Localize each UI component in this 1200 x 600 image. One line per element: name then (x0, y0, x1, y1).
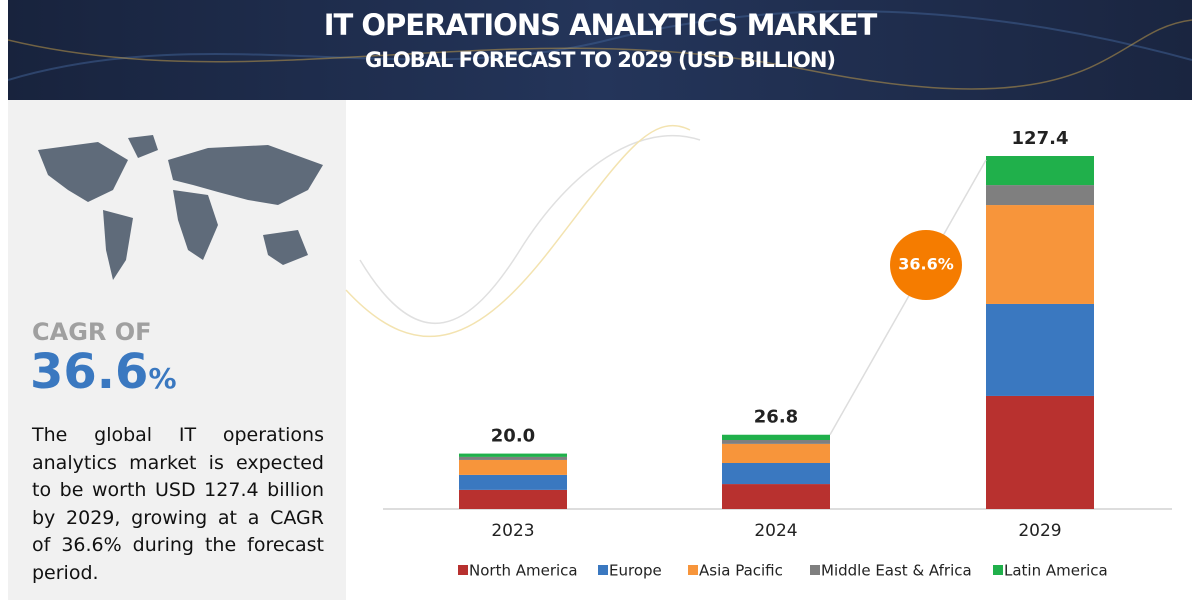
header: IT OPERATIONS ANALYTICS MARKET GLOBAL FO… (8, 0, 1192, 100)
decoration (345, 124, 691, 338)
subtitle: GLOBAL FORECAST TO 2029 (USD BILLION) (365, 48, 836, 72)
bar-segment (722, 443, 830, 464)
bar-segment (722, 434, 830, 441)
x-tick-label: 2024 (754, 521, 797, 541)
x-tick-label: 2023 (491, 521, 534, 541)
bar-segment (722, 440, 830, 444)
sidebar: CAGR OF 36.6% The global IT operations a… (8, 100, 346, 600)
bar-segment (722, 484, 830, 509)
bar-segment (986, 185, 1094, 206)
legend-label: North America (469, 562, 578, 580)
cagr-badge (890, 230, 962, 300)
bar-segment (986, 205, 1094, 304)
legend-label: Asia Pacific (699, 562, 783, 580)
bar-segment (459, 489, 567, 509)
x-tick-label: 2029 (1018, 521, 1061, 541)
total-label: 127.4 (1012, 128, 1069, 149)
cagr-annotation: 36.6% (898, 255, 954, 274)
header-decoration (8, 10, 1192, 90)
growth-arrow (829, 159, 987, 436)
bar-segment (459, 474, 567, 490)
title: IT OPERATIONS ANALYTICS MARKET (323, 8, 878, 42)
cagr-value: 36.6% (30, 344, 177, 400)
legend-label: Middle East & Africa (821, 562, 972, 580)
decoration (359, 134, 701, 324)
legend-swatch (688, 565, 698, 575)
bar-segment (986, 395, 1094, 509)
description: The global IT operations analytics marke… (32, 424, 324, 584)
cagr-unit: % (148, 362, 177, 395)
bar-segment (986, 156, 1094, 186)
bar-segment (459, 453, 567, 457)
bar-segment (722, 463, 830, 485)
legend-swatch (598, 565, 608, 575)
legend-swatch (458, 565, 468, 575)
cagr-number: 36.6 (30, 344, 149, 400)
total-label: 26.8 (754, 407, 798, 428)
legend-swatch (810, 565, 820, 575)
bar-segment (459, 456, 567, 460)
cagr-label: CAGR OF (32, 318, 152, 346)
legend-label: Latin America (1004, 562, 1108, 580)
bar-segment (459, 459, 567, 475)
legend-label: Europe (609, 562, 662, 580)
bar-segment (986, 303, 1094, 396)
total-label: 20.0 (491, 426, 535, 447)
world-map (38, 135, 323, 280)
legend-swatch (993, 565, 1003, 575)
